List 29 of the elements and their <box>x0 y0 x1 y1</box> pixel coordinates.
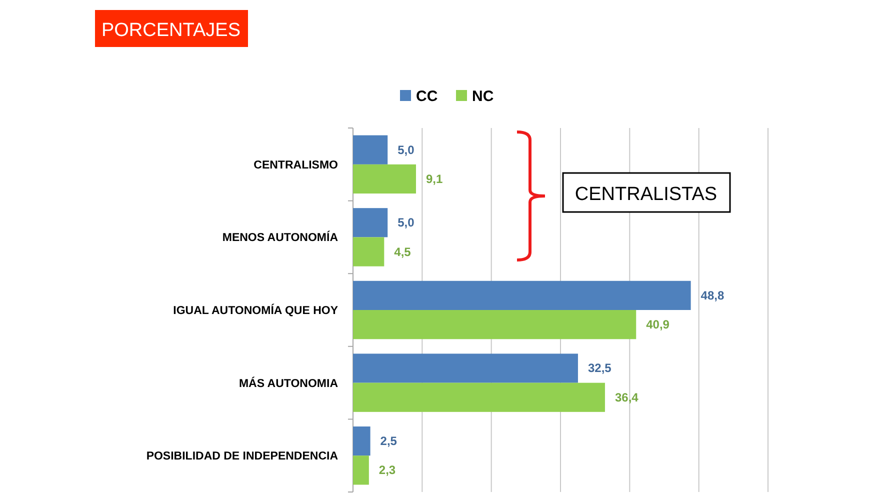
bar <box>353 280 691 310</box>
bar <box>353 310 636 340</box>
data-label: 5,0 <box>398 142 415 157</box>
text: PORCENTAJES <box>101 20 241 41</box>
legend-label: CC <box>416 88 438 105</box>
y-tick-label: CENTRALISMO <box>254 159 338 172</box>
data-label: 32,5 <box>588 361 612 376</box>
y-tick-label: IGUAL AUTONOMÍA QUE HOY <box>173 303 338 317</box>
bar <box>353 354 578 383</box>
data-label: 5,0 <box>398 216 415 230</box>
bar <box>353 135 388 164</box>
bar <box>353 237 384 266</box>
data-label: 2,3 <box>378 463 396 478</box>
bar <box>353 208 388 238</box>
legend-label: NC <box>472 88 494 105</box>
data-label: 40,9 <box>646 318 670 332</box>
y-tick-label: MENOS AUTONOMÍA <box>222 230 338 244</box>
bar <box>353 456 369 485</box>
y-tick-label: MÁS AUTONOMIA <box>238 376 338 390</box>
data-label: 48,8 <box>700 288 724 302</box>
y-tick-label: POSIBILIDAD DE INDEPENDENCIA <box>146 450 338 463</box>
data-label: 2,5 <box>380 434 398 448</box>
data-label: 4,5 <box>394 244 412 259</box>
bar <box>353 382 605 412</box>
bar <box>353 426 370 456</box>
data-label: 9,1 <box>426 172 443 186</box>
data-label: 36,4 <box>614 390 639 404</box>
bar <box>353 164 416 194</box>
annotation: CENTRALISTAS <box>574 184 718 205</box>
